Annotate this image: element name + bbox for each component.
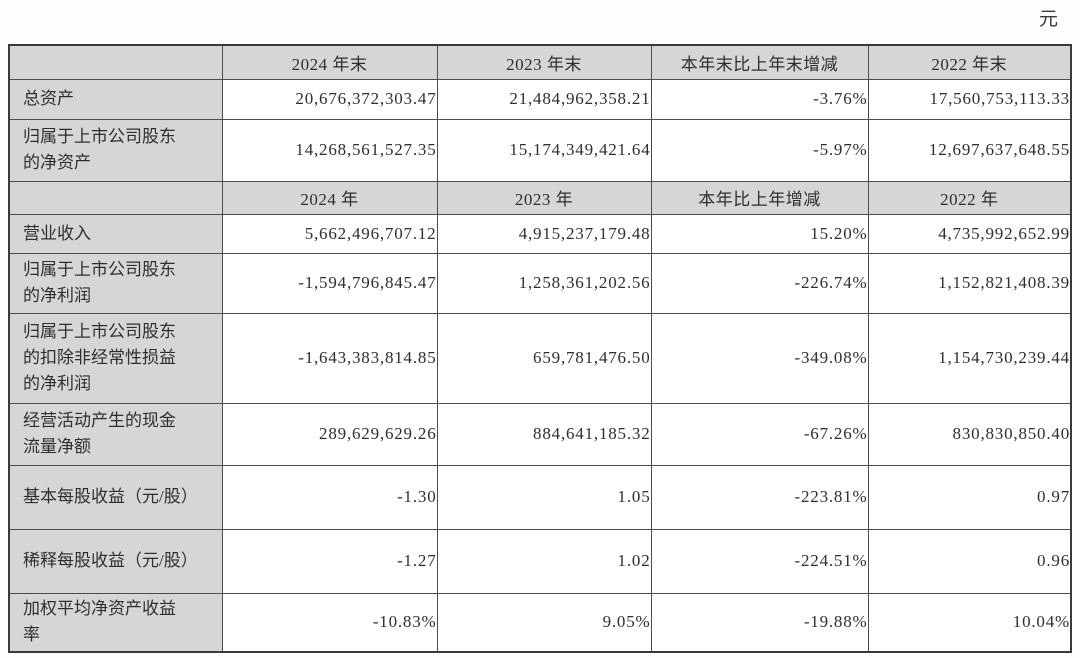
col-header-2022-year: 2022 年 — [867, 180, 1072, 215]
table-row-operating-cash-flow: 经营活动产生的现金流量净额 289,629,629.26 884,641,185… — [8, 402, 1072, 466]
table-row-net-profit: 归属于上市公司股东的净利润 -1,594,796,845.47 1,258,36… — [8, 252, 1072, 314]
cell-value: 659,781,476.50 — [436, 312, 652, 404]
row-label: 归属于上市公司股东的净利润 — [8, 252, 223, 314]
col-header-2024-year: 2024 年 — [221, 180, 438, 215]
row-label: 营业收入 — [8, 213, 223, 254]
cell-value: 10.04% — [867, 592, 1072, 653]
table-row-operating-revenue: 营业收入 5,662,496,707.12 4,915,237,179.48 1… — [8, 213, 1072, 254]
table-row-net-profit-excl-nonrecurring: 归属于上市公司股东的扣除非经常性损益的净利润 -1,643,383,814.85… — [8, 312, 1072, 404]
row-label: 经营活动产生的现金流量净额 — [8, 402, 223, 466]
cell-value: 20,676,372,303.47 — [221, 78, 438, 120]
row-label: 归属于上市公司股东的扣除非经常性损益的净利润 — [8, 312, 223, 404]
financial-summary-table: 2024 年末 2023 年末 本年末比上年末增减 2022 年末 总资产 20… — [8, 44, 1072, 653]
cell-value: -3.76% — [650, 78, 869, 120]
row-label-text: 总资产 — [23, 89, 74, 108]
row-label: 归属于上市公司股东的净资产 — [8, 118, 223, 182]
row-label: 基本每股收益（元/股） — [8, 464, 223, 530]
cell-value: 12,697,637,648.55 — [867, 118, 1072, 182]
col-header-2024-year-end: 2024 年末 — [221, 44, 438, 80]
corner-cell — [8, 44, 223, 80]
row-label-text: 经营活动产生的现金流量净额 — [23, 411, 176, 456]
cell-value: -1,643,383,814.85 — [221, 312, 438, 404]
cell-value: -1,594,796,845.47 — [221, 252, 438, 314]
cell-value: 289,629,629.26 — [221, 402, 438, 466]
cell-value: -10.83% — [221, 592, 438, 653]
row-label-text: 归属于上市公司股东的净资产 — [23, 127, 176, 172]
cell-value: -349.08% — [650, 312, 869, 404]
row-label-text: 稀释每股收益（元/股） — [23, 551, 198, 570]
header-row-year: 2024 年 2023 年 本年比上年增减 2022 年 — [8, 180, 1072, 215]
row-label-text: 归属于上市公司股东的净利润 — [23, 260, 176, 305]
cell-value: 15.20% — [650, 213, 869, 254]
table-row-diluted-eps: 稀释每股收益（元/股） -1.27 1.02 -224.51% 0.96 — [8, 528, 1072, 594]
cell-value: 1.02 — [436, 528, 652, 594]
row-label-text: 加权平均净资产收益率 — [23, 599, 176, 645]
cell-value: 17,560,753,113.33 — [867, 78, 1072, 120]
cell-value: 4,915,237,179.48 — [436, 213, 652, 254]
row-label: 加权平均净资产收益率 — [8, 592, 223, 653]
col-header-2022-year-end: 2022 年末 — [867, 44, 1072, 80]
cell-value: 1,154,730,239.44 — [867, 312, 1072, 404]
cell-value: -5.97% — [650, 118, 869, 182]
col-header-yoy-change: 本年比上年增减 — [650, 180, 869, 215]
row-label-text: 基本每股收益（元/股） — [23, 487, 198, 506]
cell-value: -223.81% — [650, 464, 869, 530]
cell-value: 15,174,349,421.64 — [436, 118, 652, 182]
col-header-2023-year-end: 2023 年末 — [436, 44, 652, 80]
col-header-2023-year: 2023 年 — [436, 180, 652, 215]
cell-value: 21,484,962,358.21 — [436, 78, 652, 120]
cell-value: -1.27 — [221, 528, 438, 594]
row-label: 稀释每股收益（元/股） — [8, 528, 223, 594]
row-label-text: 归属于上市公司股东的扣除非经常性损益的净利润 — [23, 322, 176, 393]
cell-value: 884,641,185.32 — [436, 402, 652, 466]
cell-value: 9.05% — [436, 592, 652, 653]
cell-value: 0.96 — [867, 528, 1072, 594]
header-row-year-end: 2024 年末 2023 年末 本年末比上年末增减 2022 年末 — [8, 44, 1072, 80]
unit-label: 元 — [1038, 9, 1058, 30]
cell-value: 5,662,496,707.12 — [221, 213, 438, 254]
cell-value: -67.26% — [650, 402, 869, 466]
cell-value: -19.88% — [650, 592, 869, 653]
cell-value: 1,258,361,202.56 — [436, 252, 652, 314]
cell-value: -224.51% — [650, 528, 869, 594]
row-label-text: 营业收入 — [23, 223, 91, 243]
cell-value: -226.74% — [650, 252, 869, 314]
cell-value: -1.30 — [221, 464, 438, 530]
table-row-net-assets: 归属于上市公司股东的净资产 14,268,561,527.35 15,174,3… — [8, 118, 1072, 182]
table-row-total-assets: 总资产 20,676,372,303.47 21,484,962,358.21 … — [8, 78, 1072, 120]
cell-value: 4,735,992,652.99 — [867, 213, 1072, 254]
corner-cell — [8, 180, 223, 215]
table-row-basic-eps: 基本每股收益（元/股） -1.30 1.05 -223.81% 0.97 — [8, 464, 1072, 530]
cell-value: 1,152,821,408.39 — [867, 252, 1072, 314]
cell-value: 1.05 — [436, 464, 652, 530]
table-row-weighted-avg-roe: 加权平均净资产收益率 -10.83% 9.05% -19.88% 10.04% — [8, 592, 1072, 653]
row-label: 总资产 — [8, 78, 223, 120]
col-header-yoy-year-end-change: 本年末比上年末增减 — [650, 44, 869, 80]
cell-value: 14,268,561,527.35 — [221, 118, 438, 182]
cell-value: 830,830,850.40 — [867, 402, 1072, 466]
cell-value: 0.97 — [867, 464, 1072, 530]
